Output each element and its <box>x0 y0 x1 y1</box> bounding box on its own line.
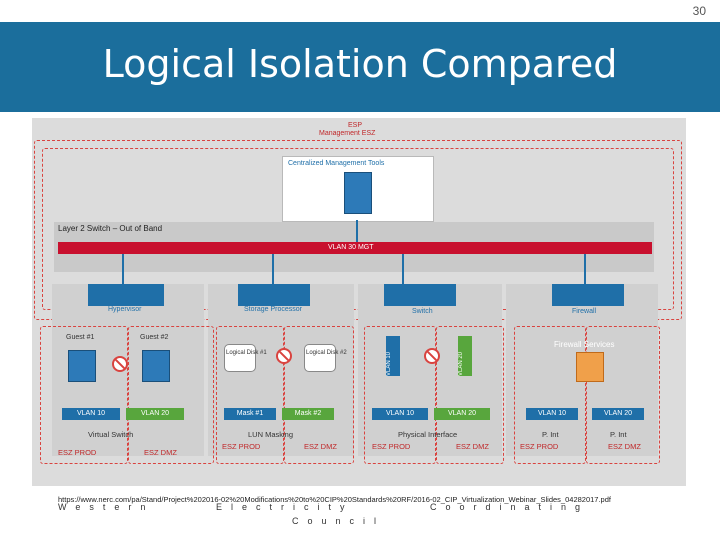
management-tools-label: Centralized Management Tools <box>288 160 385 167</box>
switch-header <box>384 284 456 306</box>
hypervisor-header <box>88 284 164 306</box>
esz-prod-zone <box>364 326 436 464</box>
pint-label: P. Int <box>542 430 559 439</box>
vlan20-box: VLAN 20 <box>434 408 490 420</box>
guest2-icon <box>142 350 170 382</box>
virtual-switch-label: Virtual Switch <box>88 430 134 439</box>
esz-dmz-zone <box>284 326 354 464</box>
vlan10-vertical <box>386 336 400 376</box>
footer-word-coordinating: Coordinating <box>430 502 590 512</box>
firewall-services-label: Firewall Services <box>554 340 615 349</box>
vlan20-vertical-label: VLAN 20 <box>458 351 464 376</box>
esz-prod-label: ESZ PROD <box>58 448 97 457</box>
footer-word: Coordinating <box>430 502 589 512</box>
lun-masking-label: LUN Masking <box>248 430 294 439</box>
vlan10-box: VLAN 10 <box>526 408 578 420</box>
logical-disk2-label: Logical Disk #2 <box>306 350 347 356</box>
vlan10-box: VLAN 10 <box>62 408 120 420</box>
esz-prod-zone <box>514 326 586 464</box>
esz-dmz-zone <box>436 326 504 464</box>
title-bar <box>0 22 720 112</box>
esp-label: ESP <box>348 122 363 129</box>
pint-label: P. Int <box>610 430 627 439</box>
firewall-icon <box>576 352 604 382</box>
guest2-label: Guest #2 <box>140 334 169 341</box>
guest1-label: Guest #1 <box>66 334 95 341</box>
esz-prod-label: ESZ PROD <box>372 442 411 451</box>
link-line <box>356 220 358 242</box>
esz-prod-label: ESZ PROD <box>520 442 559 451</box>
switch-panel <box>358 284 502 456</box>
slide-title: Logical Isolation Compared <box>102 42 618 86</box>
logical-disk2-icon <box>304 344 336 372</box>
esz-dmz-zone <box>128 326 214 464</box>
firewall-header <box>552 284 624 306</box>
no-traffic-icon <box>112 356 128 372</box>
layer2-switch-label: Layer 2 Switch – Out of Band <box>58 224 163 233</box>
footer-word: Council <box>292 516 385 526</box>
logical-disk1-label: Logical Disk #1 <box>226 350 267 356</box>
vlan10-vertical-label: VLAN 10 <box>386 351 392 376</box>
link-line <box>584 254 586 284</box>
footer-word: Western <box>58 502 154 512</box>
source-url: https://www.nerc.com/pa/Stand/Project%20… <box>58 495 611 504</box>
link-line <box>402 254 404 284</box>
esz-prod-label: ESZ PROD <box>222 442 261 451</box>
esz-dmz-label: ESZ DMZ <box>456 442 489 451</box>
no-traffic-icon <box>276 348 292 364</box>
physical-interface-label: Physical Interface <box>398 430 458 439</box>
esz-dmz-zone <box>586 326 660 464</box>
esz-dmz-label: ESZ DMZ <box>608 442 641 451</box>
storage-label: Storage Processor <box>244 306 302 313</box>
vlan20-box: VLAN 20 <box>126 408 184 420</box>
esz-prod-zone <box>40 326 128 464</box>
firewall-label: Firewall <box>572 308 597 315</box>
mask1-box: Mask #1 <box>224 408 276 420</box>
mask2-box: Mask #2 <box>282 408 334 420</box>
vlan20-box: VLAN 20 <box>592 408 644 420</box>
footer-word-council: Council <box>292 516 386 526</box>
hypervisor-label: Hypervisor <box>108 306 142 313</box>
server-icon <box>344 172 372 214</box>
esz-dmz-label: ESZ DMZ <box>144 448 177 457</box>
network-diagram: ESP Management ESZ Centralized Managemen… <box>32 118 686 486</box>
footer-word: Electricity <box>216 502 354 512</box>
link-line <box>272 254 274 284</box>
esz-dmz-label: ESZ DMZ <box>304 442 337 451</box>
guest1-icon <box>68 350 96 382</box>
vlan20-vertical <box>458 336 472 376</box>
management-esz-label: Management ESZ <box>319 130 376 137</box>
footer-word-western: Western <box>58 502 155 512</box>
no-traffic-icon <box>424 348 440 364</box>
vlan10-box: VLAN 10 <box>372 408 428 420</box>
vlan-mgt-bar <box>58 242 652 254</box>
esz-prod-zone <box>216 326 284 464</box>
storage-header <box>238 284 310 306</box>
page-number: 30 <box>692 4 706 18</box>
switch-label: Switch <box>412 308 433 315</box>
footer-word-electricity: Electricity <box>216 502 354 512</box>
link-line <box>122 254 124 284</box>
vlan-mgt-label: VLAN 30 MGT <box>328 244 374 251</box>
logical-disk1-icon <box>224 344 256 372</box>
